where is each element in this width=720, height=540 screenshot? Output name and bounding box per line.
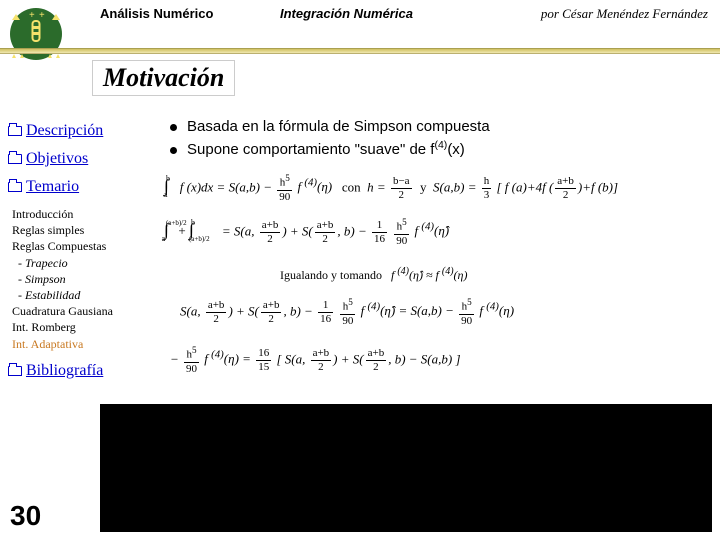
- eq-line-3: Igualando y tomando f (4)(η̂) ≈ f (4)(η): [280, 266, 468, 283]
- nav-descripcion[interactable]: Descripción: [8, 122, 148, 140]
- eq-line-2: ∫(a+b)/2a + ∫b(a+b)/2 = S(a, a+b2) + S(a…: [164, 218, 449, 247]
- nav-label: Temario: [26, 178, 79, 196]
- temario-sublist: Introducción Reglas simples Reglas Compu…: [12, 206, 148, 352]
- folder-icon: [8, 366, 22, 376]
- nav-objetivos[interactable]: Objetivos: [8, 150, 148, 168]
- eq-line-5: − h590 f (4)(η) = 1615 [ S(a, a+b2) + S(…: [170, 346, 461, 375]
- eq-line-4: S(a, a+b2) + S(a+b2, b) − 116 h590 f (4)…: [180, 298, 514, 327]
- university-logo-icon: + +: [6, 4, 66, 64]
- folder-open-icon: [8, 182, 22, 192]
- header-divider: [0, 48, 720, 54]
- slide-number: 30: [10, 500, 41, 532]
- bullet-dot-icon: [170, 124, 177, 131]
- nav-label: Bibliografía: [26, 362, 103, 380]
- occluded-region: [100, 404, 712, 532]
- header-topic: Integración Numérica: [280, 6, 413, 21]
- math-equations: ∫ba f (x)dx = S(a,b) − h590 f (4)(η) con…: [160, 168, 708, 398]
- svg-text:+: +: [39, 10, 45, 21]
- sub-item-dash: - Estabilidad: [18, 287, 148, 303]
- folder-icon: [8, 154, 22, 164]
- header-author: por César Menéndez Fernández: [541, 6, 708, 22]
- header-band: + + Análisis Numérico Integración Numéri…: [0, 0, 720, 48]
- sub-item-dash: - Simpson: [18, 271, 148, 287]
- bullet-text: Basada en la fórmula de Simpson compuest…: [187, 118, 490, 135]
- sub-item: Introducción: [12, 206, 148, 222]
- slide-title: Motivación: [92, 60, 235, 96]
- bullet-item: Supone comportamiento "suave" de f(4)(x): [170, 139, 700, 158]
- nav-label: Descripción: [26, 122, 103, 140]
- bullet-dot-icon: [170, 147, 177, 154]
- header-subject: Análisis Numérico: [100, 6, 213, 21]
- sub-item: Int. Romberg: [12, 319, 148, 335]
- bullet-item: Basada en la fórmula de Simpson compuest…: [170, 118, 700, 135]
- sub-item: Reglas Compuestas: [12, 238, 148, 254]
- bullet-text: Supone comportamiento "suave" de f(4)(x): [187, 139, 465, 158]
- sub-item: Reglas simples: [12, 222, 148, 238]
- content-area: Basada en la fórmula de Simpson compuest…: [170, 118, 700, 162]
- sub-item-active: Int. Adaptativa: [12, 336, 148, 352]
- nav-temario[interactable]: Temario: [8, 178, 148, 196]
- nav-label: Objetivos: [26, 150, 88, 168]
- eq-line-1: ∫ba f (x)dx = S(a,b) − h590 f (4)(η) con…: [164, 174, 618, 203]
- folder-icon: [8, 126, 22, 136]
- sidebar-nav: Descripción Objetivos Temario Introducci…: [8, 122, 148, 390]
- nav-bibliografia[interactable]: Bibliografía: [8, 362, 148, 380]
- sub-item-dash: - Trapecio: [18, 255, 148, 271]
- svg-text:+: +: [29, 10, 35, 21]
- sub-item: Cuadratura Gausiana: [12, 303, 148, 319]
